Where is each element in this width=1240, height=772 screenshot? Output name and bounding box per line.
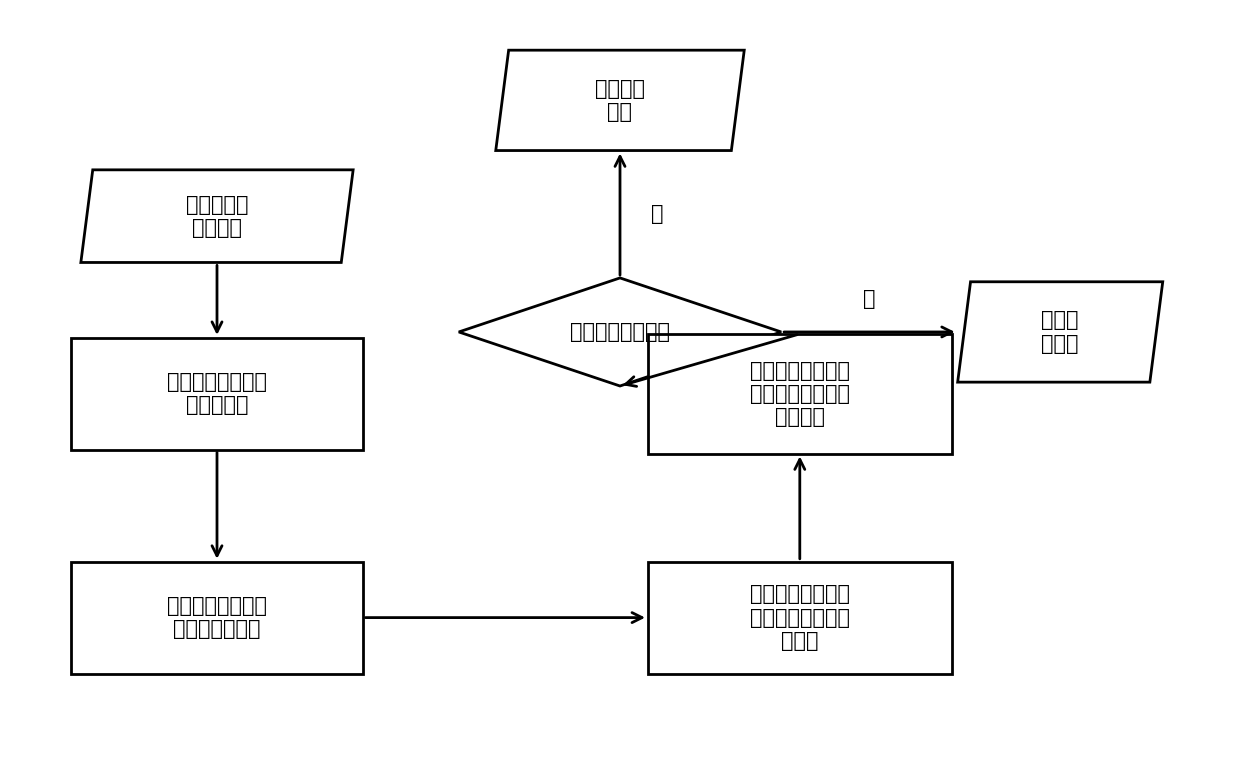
- Bar: [71, 562, 362, 673]
- Bar: [647, 562, 952, 673]
- Text: 真实人
脸图像: 真实人 脸图像: [1042, 310, 1079, 354]
- Polygon shape: [459, 278, 781, 386]
- Bar: [647, 334, 952, 454]
- Text: 否: 否: [863, 289, 875, 309]
- Text: 输出分数大于阈值: 输出分数大于阈值: [570, 322, 670, 342]
- Text: 是: 是: [651, 205, 663, 224]
- Polygon shape: [81, 170, 353, 262]
- Text: 输入包含人
脸的图片: 输入包含人 脸的图片: [186, 195, 248, 238]
- Polygon shape: [496, 50, 744, 151]
- Text: 将颜色和纹理分量
输入双通道卷积神
经网络: 将颜色和纹理分量 输入双通道卷积神 经网络: [750, 584, 849, 651]
- Text: 人脸融合
图像: 人脸融合 图像: [595, 79, 645, 122]
- Text: 提取图像块的颜色
分量和纹理分量: 提取图像块的颜色 分量和纹理分量: [167, 596, 267, 639]
- Text: 提取人脸区域并进
行分块操作: 提取人脸区域并进 行分块操作: [167, 372, 267, 415]
- Bar: [71, 338, 362, 449]
- Polygon shape: [957, 282, 1163, 382]
- Text: 将提取的高维特征
表达输入空间循环
神经网络: 将提取的高维特征 表达输入空间循环 神经网络: [750, 361, 849, 427]
